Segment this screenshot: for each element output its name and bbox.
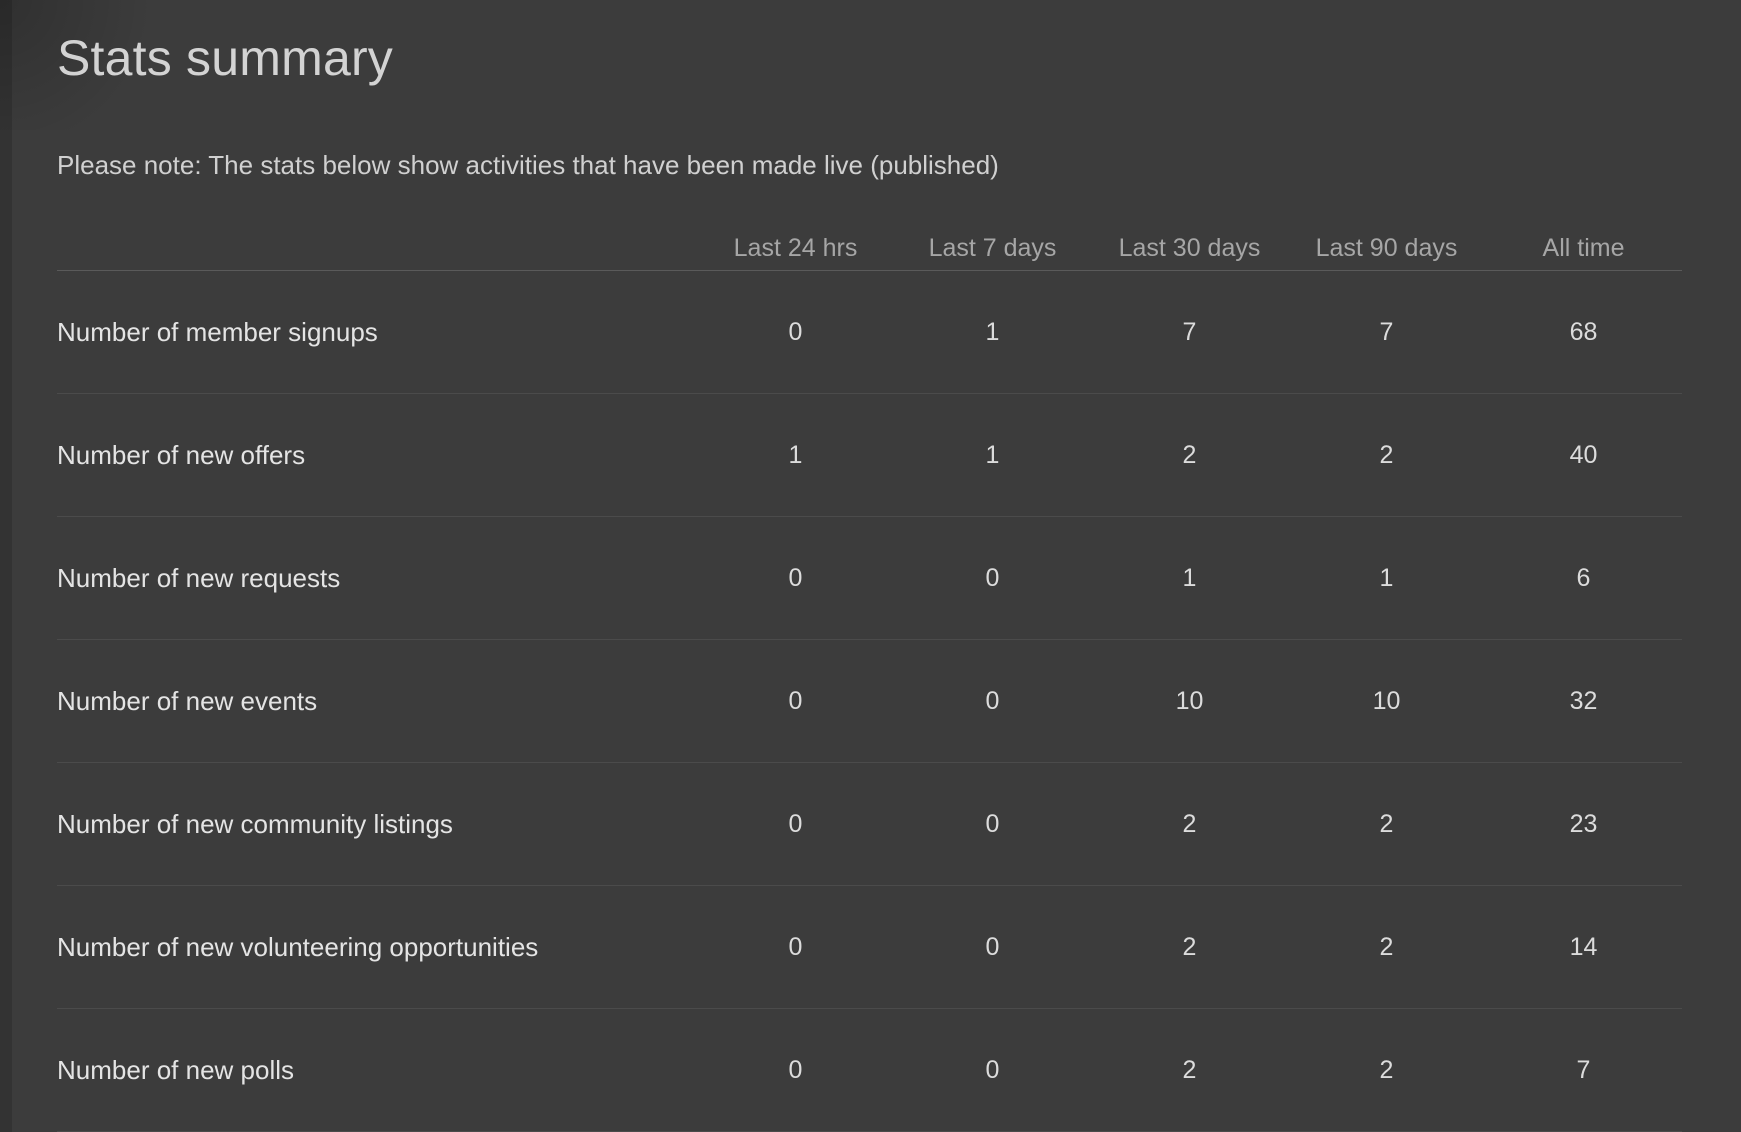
stat-value: 2 bbox=[1379, 440, 1394, 469]
table-row: Number of new offers 1 1 2 2 40 bbox=[57, 394, 1682, 517]
stat-value: 1 bbox=[985, 440, 1000, 469]
stat-value: 0 bbox=[985, 686, 1000, 715]
stat-value: 2 bbox=[1379, 932, 1394, 961]
column-header-last-7-days: Last 7 days bbox=[928, 234, 1057, 262]
stat-value: 0 bbox=[788, 1055, 803, 1084]
stat-value: 2 bbox=[1182, 1055, 1197, 1084]
row-label: Number of new events bbox=[57, 685, 318, 716]
stat-value: 68 bbox=[1569, 317, 1598, 346]
stat-value: 0 bbox=[788, 563, 803, 592]
stat-value: 7 bbox=[1576, 1055, 1591, 1084]
stat-value: 10 bbox=[1175, 686, 1204, 715]
stat-value: 14 bbox=[1569, 932, 1598, 961]
table-row: Number of new requests 0 0 1 1 6 bbox=[57, 517, 1682, 640]
stat-value: 10 bbox=[1372, 686, 1401, 715]
column-header-last-90-days: Last 90 days bbox=[1315, 234, 1458, 262]
stat-value: 0 bbox=[985, 932, 1000, 961]
table-row: Number of member signups 0 1 7 7 68 bbox=[57, 271, 1682, 394]
row-label: Number of new community listings bbox=[57, 808, 453, 839]
stat-value: 32 bbox=[1569, 686, 1598, 715]
stat-value: 2 bbox=[1182, 440, 1197, 469]
stat-value: 0 bbox=[985, 563, 1000, 592]
row-label: Number of new polls bbox=[57, 1054, 294, 1085]
row-label: Number of member signups bbox=[57, 316, 378, 347]
stat-value: 1 bbox=[788, 440, 803, 469]
stats-summary-table: Last 24 hrs Last 7 days Last 30 days Last 9… bbox=[57, 208, 1682, 1132]
row-label: Number of new requests bbox=[57, 562, 341, 593]
published-stats-note: Please note: The stats below show activi… bbox=[57, 150, 999, 180]
stat-value: 0 bbox=[985, 1055, 1000, 1084]
stat-value: 23 bbox=[1569, 809, 1598, 838]
table-header-row: Last 24 hrs Last 7 days Last 30 days Last 9… bbox=[57, 208, 1682, 271]
stat-value: 1 bbox=[985, 317, 1000, 346]
stat-value: 1 bbox=[1379, 563, 1394, 592]
stat-value: 7 bbox=[1182, 317, 1197, 346]
stat-value: 0 bbox=[788, 686, 803, 715]
window-left-edge bbox=[0, 0, 12, 1132]
stat-value: 2 bbox=[1379, 1055, 1394, 1084]
table-row: Number of new volunteering opportunities… bbox=[57, 886, 1682, 1009]
page-title: Stats summary bbox=[57, 30, 393, 86]
column-header-last-30-days: Last 30 days bbox=[1118, 234, 1261, 262]
stat-value: 0 bbox=[788, 932, 803, 961]
stat-value: 1 bbox=[1182, 563, 1197, 592]
column-header-last-24-hrs: Last 24 hrs bbox=[733, 234, 858, 262]
stat-value: 2 bbox=[1379, 809, 1394, 838]
stat-value: 0 bbox=[788, 317, 803, 346]
stat-value: 2 bbox=[1182, 932, 1197, 961]
table-row: Number of new community listings 0 0 2 2 23 bbox=[57, 763, 1682, 886]
table-row: Number of new polls 0 0 2 2 7 bbox=[57, 1009, 1682, 1132]
row-label: Number of new offers bbox=[57, 439, 306, 470]
stat-value: 40 bbox=[1569, 440, 1598, 469]
column-header-all-time: All time bbox=[1542, 234, 1625, 262]
stat-value: 2 bbox=[1182, 809, 1197, 838]
stat-value: 7 bbox=[1379, 317, 1394, 346]
table-row: Number of new events 0 0 10 10 32 bbox=[57, 640, 1682, 763]
stat-value: 6 bbox=[1576, 563, 1591, 592]
column-header-spacer bbox=[57, 263, 697, 270]
row-label: Number of new volunteering opportunities bbox=[57, 931, 539, 962]
table-body: Number of member signups 0 1 7 7 68 Number of … bbox=[57, 271, 1682, 1132]
stat-value: 0 bbox=[985, 809, 1000, 838]
stat-value: 0 bbox=[788, 809, 803, 838]
